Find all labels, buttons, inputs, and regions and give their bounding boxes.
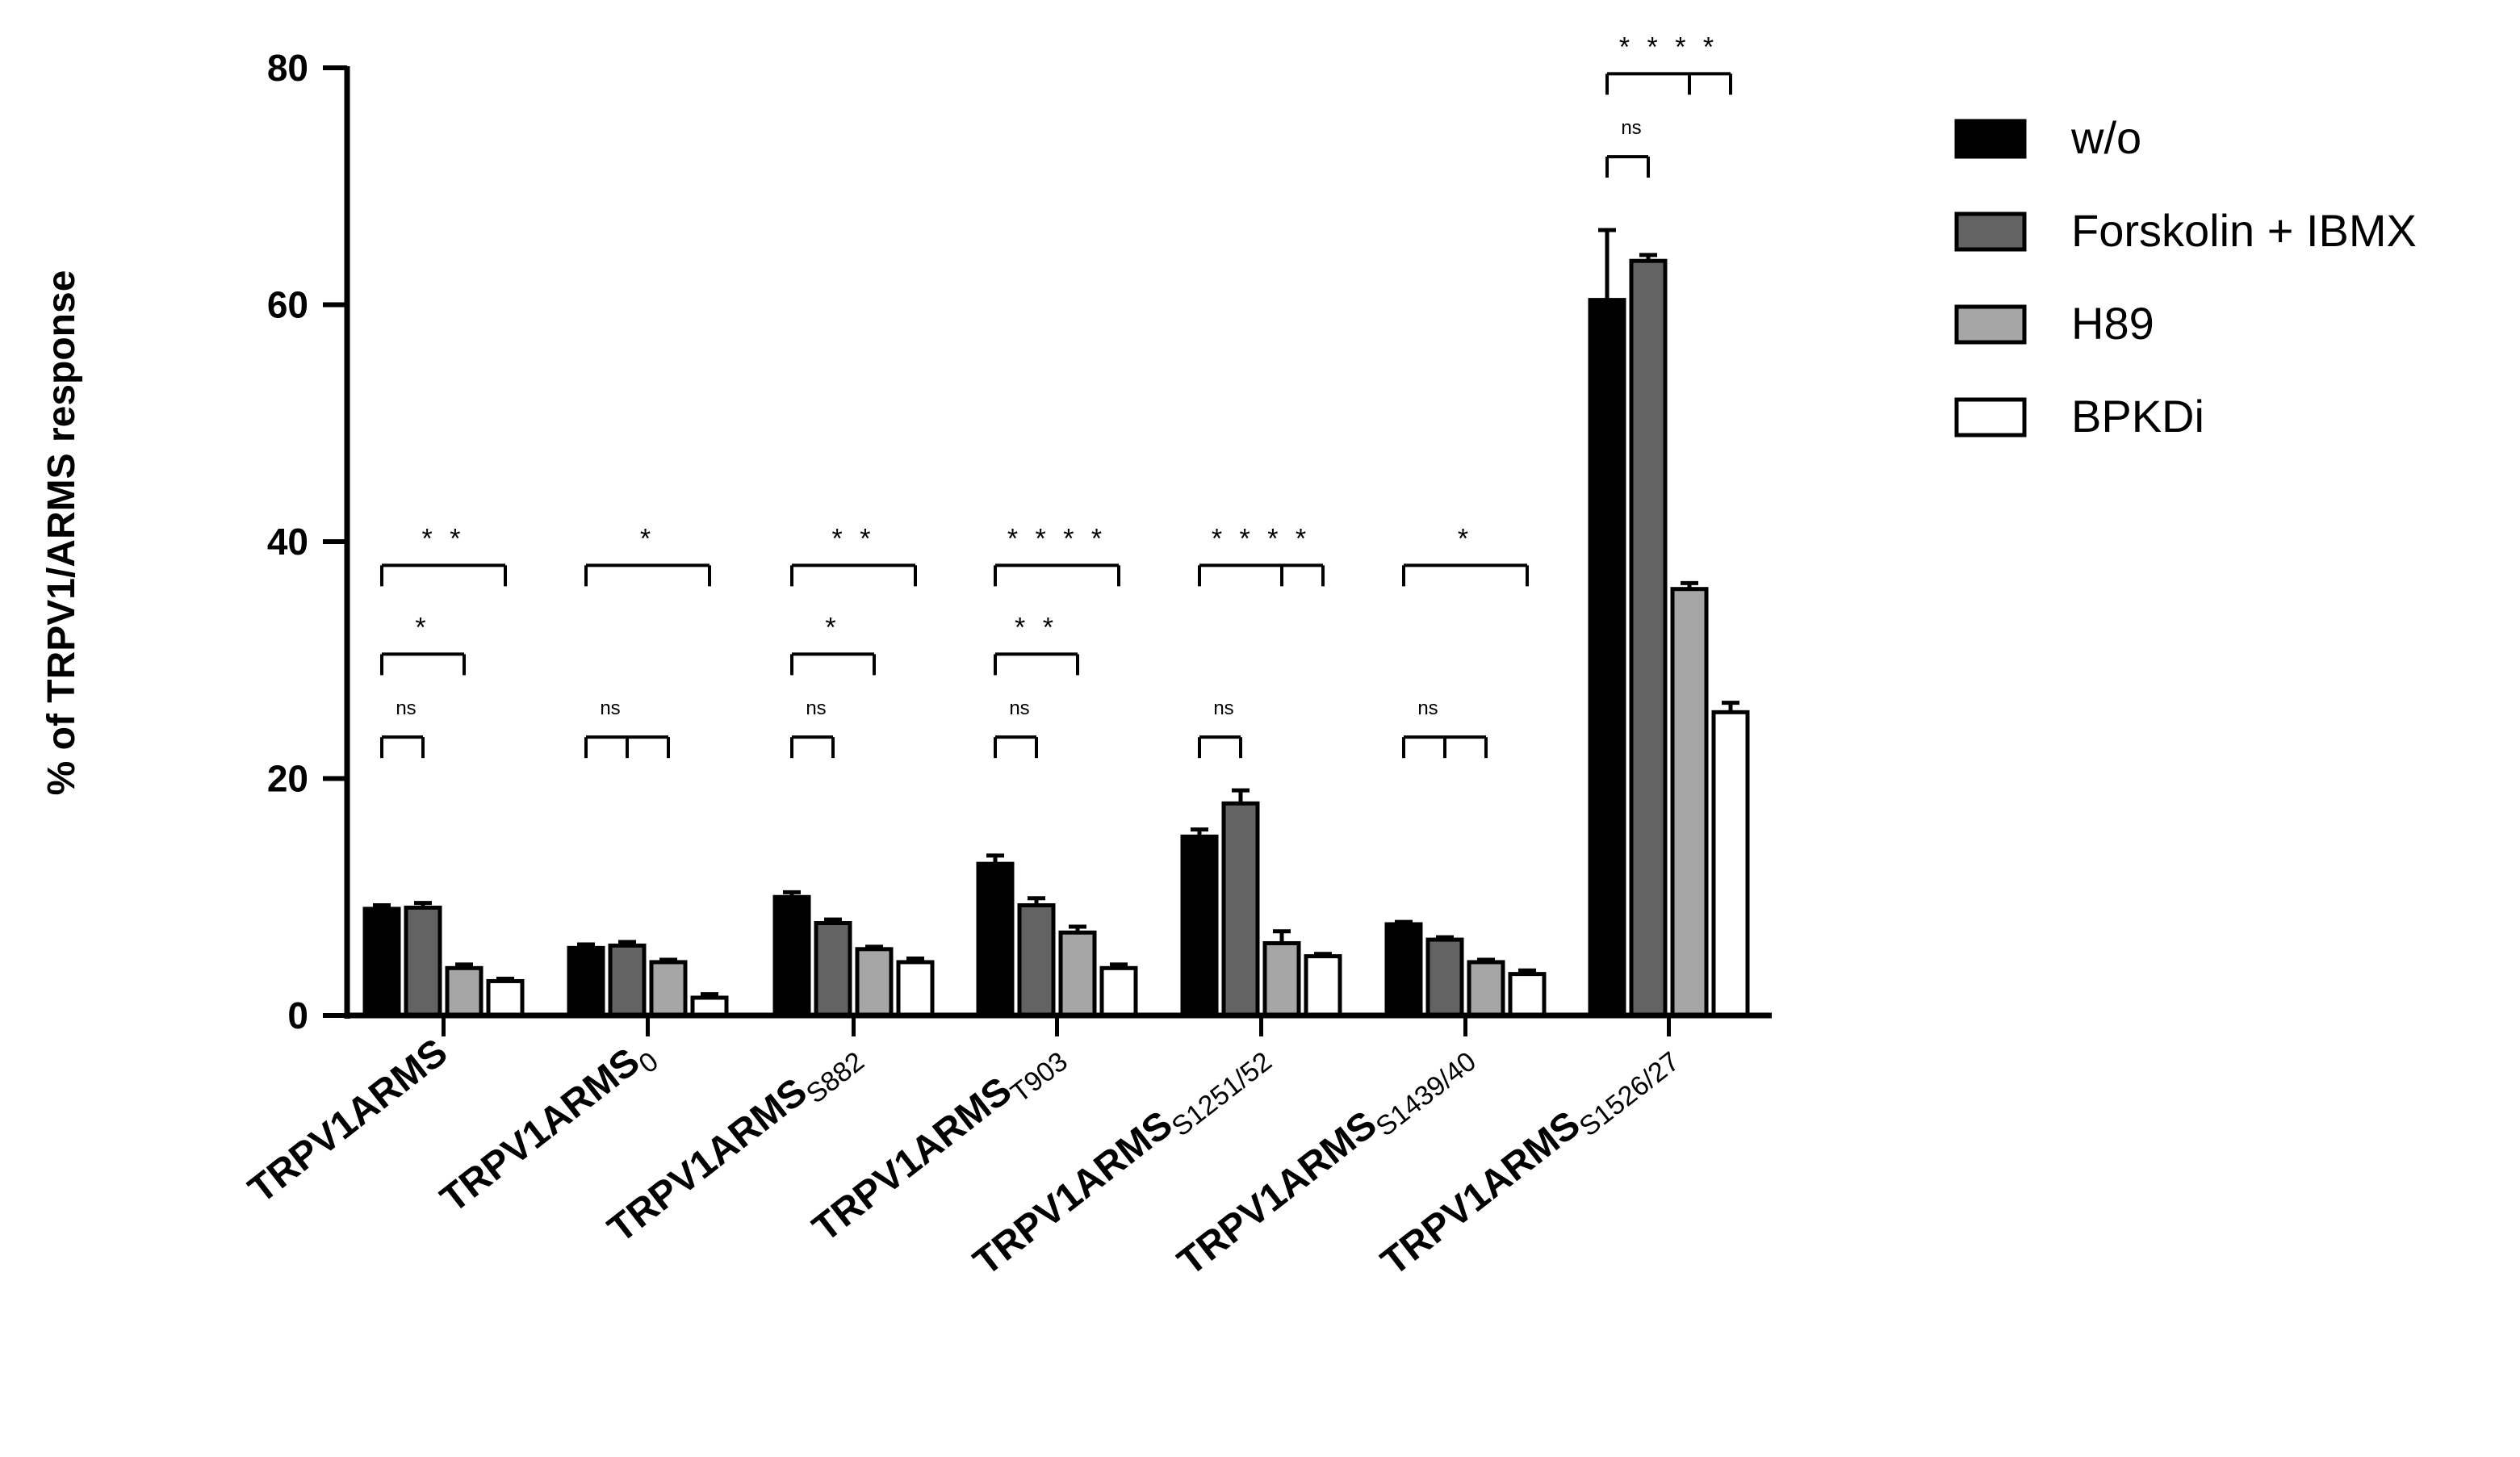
significance-label: * * * *: [1212, 523, 1311, 554]
significance-bracket: * * * *: [994, 523, 1120, 587]
bar: [1058, 930, 1097, 1018]
significance-bracket: ns: [1402, 697, 1488, 759]
significance-label: *: [825, 612, 840, 643]
bar: [1180, 834, 1219, 1018]
x-tick-label-main: TRPV1ARMS: [805, 1070, 1019, 1250]
x-tick-label-main: TRPV1ARMS: [966, 1103, 1181, 1284]
significance-bracket: ns: [790, 697, 835, 759]
bar: [772, 894, 811, 1018]
y-tick-label: 40: [267, 521, 308, 563]
bar: [1384, 922, 1423, 1018]
x-tick-label-main: TRPV1ARMS: [1374, 1103, 1589, 1284]
legend-swatch: [1954, 119, 2027, 159]
bar: [814, 921, 852, 1018]
significance-label: *: [1458, 523, 1473, 554]
y-axis-label: % of TRPV1/ARMS response: [40, 270, 83, 796]
bar: [1670, 587, 1709, 1018]
bar: [1588, 298, 1626, 1018]
significance-label: ns: [1213, 697, 1233, 719]
bar-series: [362, 228, 1750, 1018]
legend-item: H89: [1954, 298, 2154, 349]
significance-bracket: * *: [790, 523, 917, 587]
bar: [1221, 801, 1260, 1018]
x-tick-label-subscript: S1251/52: [1166, 1046, 1278, 1143]
significance-bracket: ns: [1198, 697, 1242, 759]
bar: [896, 960, 935, 1018]
significance-bracket: * *: [994, 612, 1079, 676]
y-tick-label: 60: [267, 284, 308, 326]
legend-label: Forskolin + IBMX: [2071, 205, 2417, 256]
significance-label: * *: [1015, 612, 1058, 643]
bar: [1099, 965, 1138, 1018]
significance-bracket: * *: [380, 523, 507, 587]
significance-label: ns: [600, 697, 620, 719]
significance-bracket: *: [584, 523, 711, 587]
bar: [1017, 903, 1056, 1018]
significance-label: *: [640, 523, 655, 554]
x-tick-label-main: TRPV1ARMS: [241, 1031, 455, 1212]
legend-item: Forskolin + IBMX: [1954, 205, 2417, 256]
x-tick-label: TRPV1ARMSS1526/27: [1374, 1031, 1685, 1290]
bar: [649, 960, 688, 1018]
y-tick-label: 0: [287, 994, 308, 1036]
x-axis: [345, 1012, 1772, 1036]
significance-label: * *: [422, 523, 466, 554]
legend-label: BPKDi: [2071, 391, 2204, 442]
significance-bracket: ns: [584, 697, 670, 759]
significance-label: ns: [1417, 697, 1438, 719]
bar: [1425, 937, 1464, 1018]
x-tick-label-main: TRPV1ARMS: [1170, 1103, 1385, 1284]
bar: [1508, 972, 1547, 1018]
bar: [855, 947, 894, 1018]
significance-bracket: *: [790, 612, 876, 676]
bar: [1711, 710, 1750, 1018]
bar: [608, 943, 647, 1018]
significance-brackets: ns * * * ns * ns * * * ns * * * * * * ns * * * * ns * n…: [380, 31, 1732, 759]
significance-bracket: * * * *: [1605, 31, 1732, 95]
bar: [1262, 940, 1301, 1018]
significance-bracket: ns: [994, 697, 1038, 759]
legend-item: BPKDi: [1954, 391, 2204, 442]
significance-bracket: *: [380, 612, 466, 676]
legend-swatch: [1954, 397, 2027, 438]
significance-label: * * * *: [1007, 523, 1107, 554]
significance-bracket: * * * *: [1198, 523, 1325, 587]
x-axis-category-labels: TRPV1ARMSTRPV1ARMS0TRPV1ARMSS882TRPV1ARM…: [241, 1031, 1685, 1290]
significance-label: * * * *: [1619, 31, 1718, 62]
bar: [486, 978, 525, 1018]
significance-bracket: *: [1402, 523, 1529, 587]
legend: w/o Forskolin + IBMX H89 BPKDi: [1954, 112, 2417, 442]
bar: [445, 965, 483, 1018]
bar: [362, 906, 401, 1018]
legend-swatch: [1954, 304, 2027, 345]
legend-label: w/o: [2070, 112, 2141, 163]
significance-label: * *: [832, 523, 876, 554]
y-axis: 0 20 40 60 80: [267, 47, 350, 1036]
y-tick-label: 80: [267, 47, 308, 89]
x-tick-label-main: TRPV1ARMS: [433, 1040, 647, 1221]
x-tick-label-main: TRPV1ARMS: [601, 1070, 815, 1251]
bar: [1304, 954, 1342, 1018]
legend-label: H89: [2071, 298, 2154, 349]
bar: [1629, 258, 1668, 1018]
legend-item: w/o: [1954, 112, 2141, 163]
legend-swatch: [1954, 211, 2027, 252]
significance-label: ns: [806, 697, 826, 719]
x-tick-label-subscript: S1526/27: [1574, 1046, 1685, 1143]
x-tick-label-subscript: S1439/40: [1371, 1046, 1482, 1143]
significance-label: *: [415, 612, 430, 643]
significance-bracket: ns: [380, 697, 425, 759]
significance-bracket: ns: [1605, 117, 1650, 178]
y-tick-label: 20: [267, 758, 308, 800]
significance-label: ns: [396, 697, 416, 719]
bar: [1467, 960, 1505, 1018]
bar: [404, 905, 442, 1018]
significance-label: ns: [1009, 697, 1029, 719]
bar: [567, 945, 605, 1018]
significance-label: ns: [1621, 117, 1641, 139]
x-tick-label: TRPV1ARMS: [241, 1031, 455, 1212]
bar: [976, 861, 1015, 1018]
